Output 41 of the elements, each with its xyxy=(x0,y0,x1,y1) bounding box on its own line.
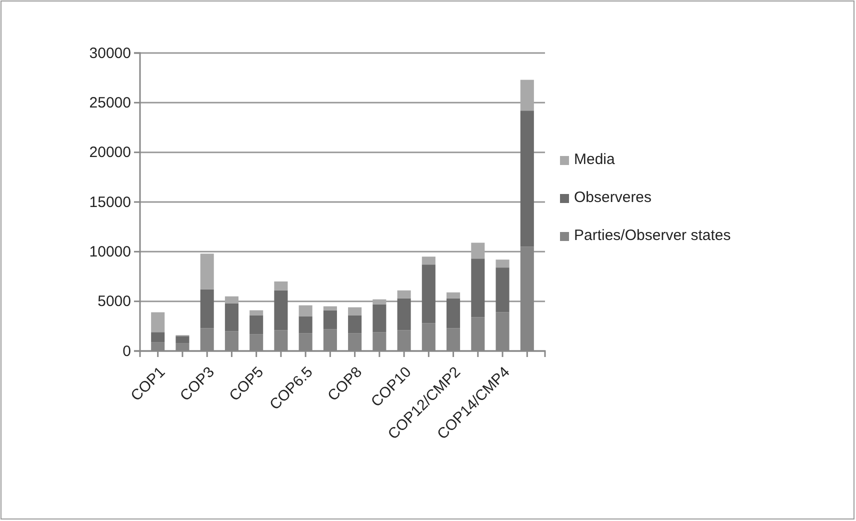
bar xyxy=(496,260,510,268)
y-tick-label: 10000 xyxy=(89,243,131,260)
bar xyxy=(397,298,411,330)
bar xyxy=(151,332,165,342)
bar xyxy=(520,110,534,247)
bar xyxy=(397,290,411,298)
bar xyxy=(496,268,510,312)
y-tick-label: 25000 xyxy=(89,94,131,112)
bar xyxy=(422,264,436,324)
y-tick-label: 5000 xyxy=(98,293,131,310)
bar xyxy=(323,310,337,330)
bar xyxy=(471,242,485,259)
bar xyxy=(348,315,362,334)
y-tick-label: 20000 xyxy=(89,144,131,162)
y-tick-label: 0 xyxy=(122,342,131,360)
bar xyxy=(446,292,460,298)
bar xyxy=(250,315,264,334)
bar xyxy=(323,306,337,310)
bar xyxy=(422,256,436,265)
bar xyxy=(520,80,534,111)
legend-label: Media xyxy=(574,151,616,168)
bar xyxy=(372,299,386,304)
bar xyxy=(372,304,386,332)
legend-label: Observeres xyxy=(574,189,652,206)
bar xyxy=(298,316,312,334)
bar xyxy=(471,258,485,318)
bar xyxy=(348,307,362,316)
bar xyxy=(224,296,238,304)
y-tick-label: 30000 xyxy=(89,44,131,62)
bar xyxy=(274,281,288,290)
legend-label: Parties/Observer states xyxy=(574,227,731,244)
bar xyxy=(176,336,190,344)
bar xyxy=(200,289,214,328)
bar xyxy=(446,298,460,328)
bar xyxy=(250,310,264,316)
bar xyxy=(298,305,312,316)
bar xyxy=(274,290,288,330)
bar xyxy=(224,303,238,332)
y-tick-label: 15000 xyxy=(89,194,131,211)
bar xyxy=(151,312,165,332)
bar xyxy=(200,254,214,290)
